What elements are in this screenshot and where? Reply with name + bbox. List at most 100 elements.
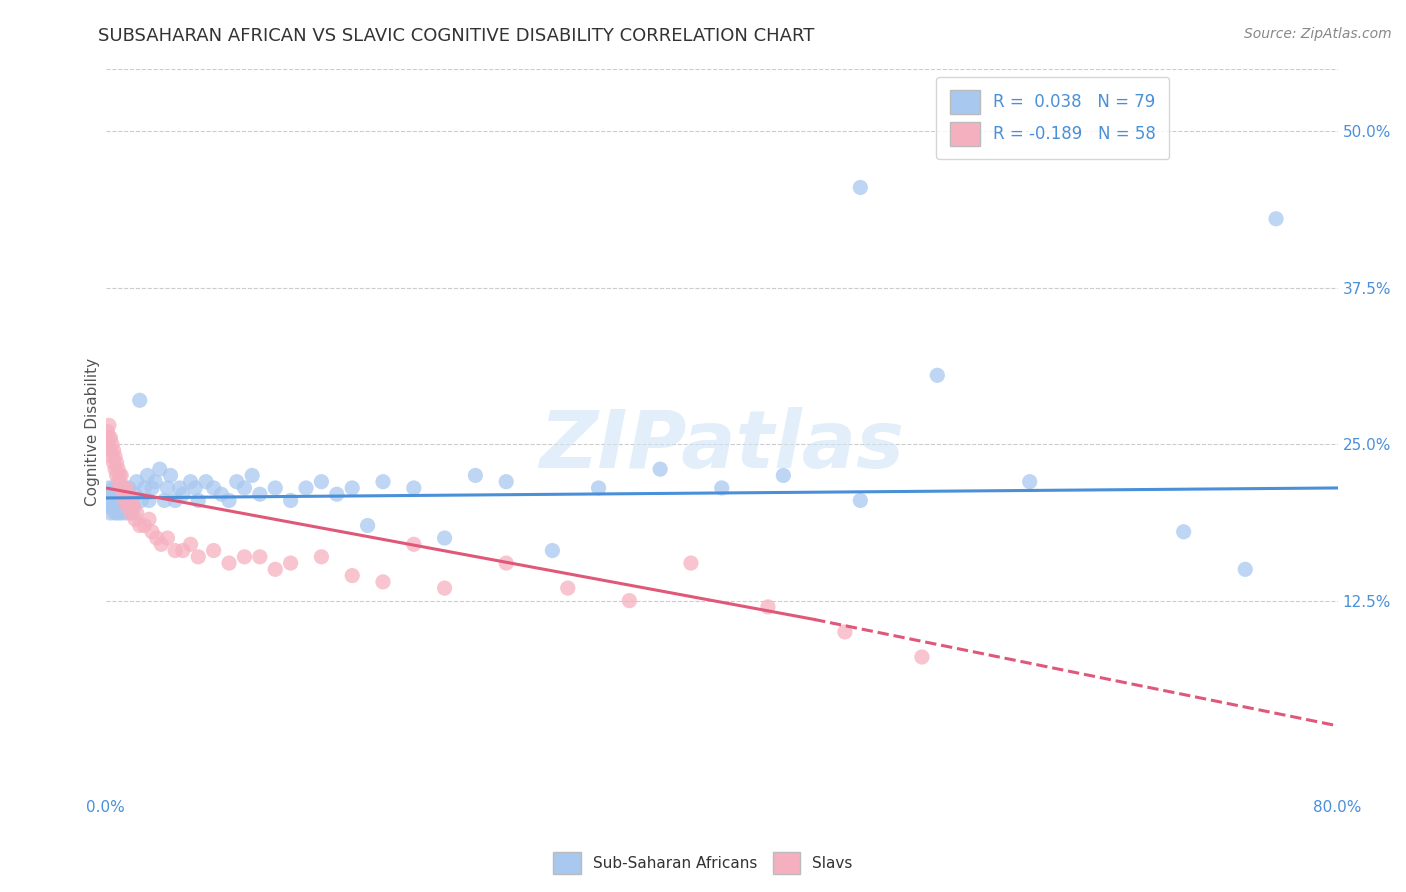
Point xyxy=(100,493,122,508)
Point xyxy=(849,180,872,194)
Point xyxy=(110,468,132,483)
Point xyxy=(100,443,122,458)
Point xyxy=(159,468,181,483)
Point xyxy=(264,562,287,576)
Point xyxy=(233,481,256,495)
Point xyxy=(225,475,247,489)
Point xyxy=(1018,475,1040,489)
Point xyxy=(187,549,209,564)
Point xyxy=(138,493,160,508)
Point xyxy=(356,518,378,533)
Point xyxy=(105,500,128,514)
Point xyxy=(141,524,163,539)
Point xyxy=(115,506,138,520)
Point xyxy=(125,506,148,520)
Point xyxy=(143,475,166,489)
Point xyxy=(710,481,733,495)
Point xyxy=(97,431,120,445)
Point xyxy=(97,418,120,433)
Point xyxy=(1234,562,1257,576)
Point xyxy=(107,475,129,489)
Point xyxy=(150,537,173,551)
Point xyxy=(118,487,141,501)
Point xyxy=(124,512,146,526)
Point xyxy=(122,500,145,514)
Point xyxy=(128,393,150,408)
Point xyxy=(209,487,232,501)
Point xyxy=(679,556,702,570)
Y-axis label: Cognitive Disability: Cognitive Disability xyxy=(86,358,100,506)
Point xyxy=(107,506,129,520)
Point xyxy=(112,481,135,495)
Point xyxy=(118,500,141,514)
Point xyxy=(103,456,125,470)
Point xyxy=(108,500,131,514)
Point xyxy=(111,500,134,514)
Point xyxy=(911,650,934,665)
Point xyxy=(342,481,364,495)
Point xyxy=(103,443,125,458)
Point xyxy=(756,599,779,614)
Point xyxy=(557,581,579,595)
Point xyxy=(104,462,127,476)
Point xyxy=(112,493,135,508)
Point xyxy=(202,543,225,558)
Point xyxy=(117,500,139,514)
Point xyxy=(121,506,143,520)
Point xyxy=(541,543,564,558)
Point xyxy=(108,468,131,483)
Point xyxy=(156,531,179,545)
Point xyxy=(97,481,120,495)
Point xyxy=(124,487,146,501)
Point xyxy=(180,475,202,489)
Point xyxy=(138,512,160,526)
Point xyxy=(371,475,394,489)
Point xyxy=(249,487,271,501)
Point xyxy=(104,506,127,520)
Point xyxy=(153,493,176,508)
Point xyxy=(402,481,425,495)
Point xyxy=(128,518,150,533)
Legend: Sub-Saharan Africans, Slavs: Sub-Saharan Africans, Slavs xyxy=(547,846,859,880)
Point xyxy=(145,531,167,545)
Point xyxy=(264,481,287,495)
Point xyxy=(342,568,364,582)
Point xyxy=(104,487,127,501)
Point xyxy=(97,500,120,514)
Point xyxy=(184,481,207,495)
Point xyxy=(240,468,263,483)
Point xyxy=(927,368,949,383)
Text: Source: ZipAtlas.com: Source: ZipAtlas.com xyxy=(1244,27,1392,41)
Point xyxy=(172,543,194,558)
Point xyxy=(165,493,187,508)
Point xyxy=(122,500,145,514)
Point xyxy=(402,537,425,551)
Point xyxy=(101,487,124,501)
Point xyxy=(129,493,152,508)
Point xyxy=(110,487,132,501)
Point xyxy=(280,556,302,570)
Point xyxy=(433,581,456,595)
Point xyxy=(371,574,394,589)
Point xyxy=(111,487,134,501)
Point xyxy=(96,437,118,451)
Point xyxy=(107,493,129,508)
Point xyxy=(464,468,486,483)
Point xyxy=(187,493,209,508)
Point xyxy=(156,481,179,495)
Legend: R =  0.038   N = 79, R = -0.189   N = 58: R = 0.038 N = 79, R = -0.189 N = 58 xyxy=(936,77,1170,159)
Point xyxy=(149,462,172,476)
Point xyxy=(619,593,641,607)
Point xyxy=(233,549,256,564)
Point xyxy=(202,481,225,495)
Point xyxy=(165,543,187,558)
Point xyxy=(120,493,142,508)
Point xyxy=(249,549,271,564)
Point xyxy=(115,481,138,495)
Point xyxy=(172,487,194,501)
Point xyxy=(117,487,139,501)
Point xyxy=(849,493,872,508)
Point xyxy=(121,493,143,508)
Point xyxy=(588,481,610,495)
Point xyxy=(180,537,202,551)
